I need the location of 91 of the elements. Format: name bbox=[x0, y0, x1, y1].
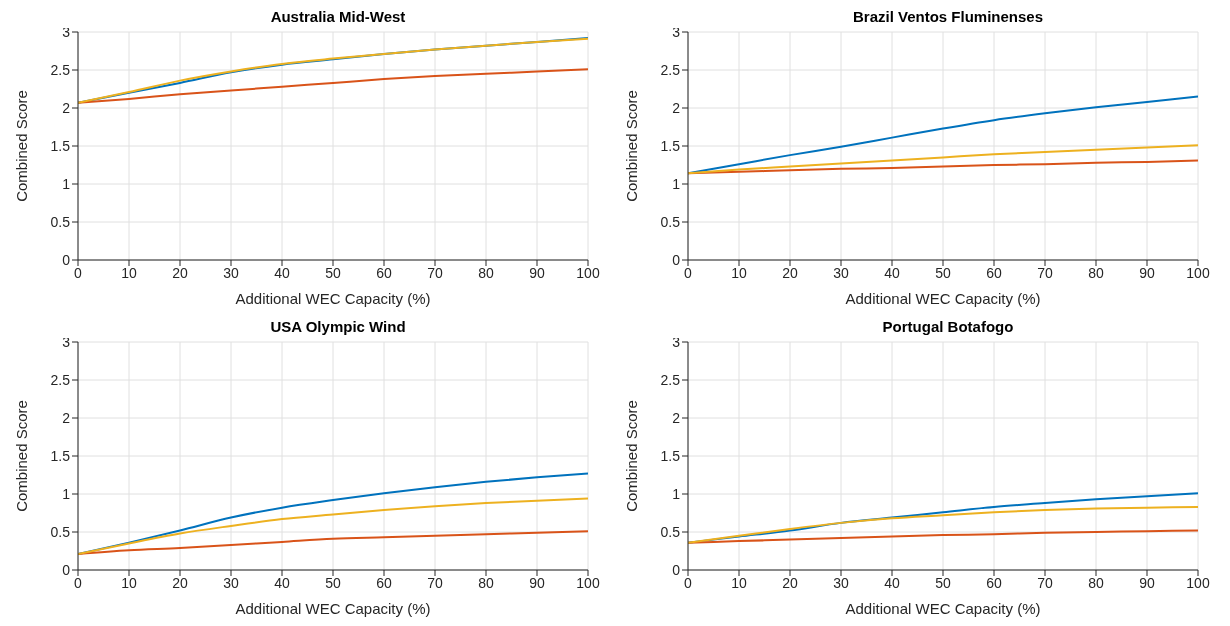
x-tick-label: 100 bbox=[1186, 264, 1210, 281]
y-tick-label: 1.5 bbox=[660, 447, 681, 464]
x-tick-label: 40 bbox=[274, 574, 290, 591]
y-tick-label: 3 bbox=[672, 333, 681, 350]
y-axis-title: Combined Score bbox=[623, 90, 641, 202]
x-tick-label: 0 bbox=[74, 264, 83, 281]
y-tick-label: 1.5 bbox=[50, 137, 71, 154]
y-tick-label: 0.5 bbox=[660, 213, 681, 230]
y-tick-label: 1 bbox=[672, 175, 681, 192]
x-tick-label: 70 bbox=[427, 264, 443, 281]
x-tick-label: 90 bbox=[529, 264, 545, 281]
x-axis-title: Additional WEC Capacity (%) bbox=[235, 290, 431, 307]
y-tick-label: 2.5 bbox=[50, 371, 71, 388]
y-tick-label: 2 bbox=[672, 99, 681, 116]
x-axis-title: Additional WEC Capacity (%) bbox=[845, 290, 1041, 307]
y-axis-title: Combined Score bbox=[13, 90, 31, 202]
x-tick-label: 60 bbox=[376, 264, 392, 281]
y-tick-label: 2.5 bbox=[50, 61, 71, 78]
x-tick-label: 40 bbox=[884, 574, 900, 591]
y-tick-label: 0.5 bbox=[660, 523, 681, 540]
y-tick-label: 3 bbox=[672, 23, 681, 40]
x-tick-label: 40 bbox=[274, 264, 290, 281]
x-tick-label: 80 bbox=[1088, 574, 1104, 591]
x-tick-label: 100 bbox=[1186, 574, 1210, 591]
y-tick-label: 1.5 bbox=[50, 447, 71, 464]
x-tick-label: 10 bbox=[731, 574, 747, 591]
x-tick-label: 50 bbox=[935, 574, 951, 591]
line-series bbox=[688, 505, 1198, 544]
x-tick-label: 0 bbox=[74, 574, 83, 591]
x-tick-label: 50 bbox=[935, 264, 951, 281]
x-tick-label: 90 bbox=[1139, 264, 1155, 281]
x-tick-label: 0 bbox=[684, 264, 693, 281]
y-tick-label: 1 bbox=[672, 485, 681, 502]
x-tick-label: 30 bbox=[223, 574, 239, 591]
x-tick-label: 20 bbox=[782, 264, 798, 281]
y-tick-label: 2 bbox=[62, 409, 71, 426]
x-tick-label: 70 bbox=[427, 574, 443, 591]
chart-title: Australia Mid-West bbox=[270, 8, 406, 25]
line-series bbox=[78, 68, 588, 104]
x-tick-label: 20 bbox=[782, 574, 798, 591]
y-tick-label: 3 bbox=[62, 333, 71, 350]
x-axis-title: Additional WEC Capacity (%) bbox=[235, 600, 431, 617]
line-series bbox=[688, 144, 1198, 175]
y-tick-label: 1 bbox=[62, 175, 71, 192]
y-tick-label: 3 bbox=[62, 23, 71, 40]
x-tick-label: 100 bbox=[576, 264, 600, 281]
y-axis-title: Combined Score bbox=[13, 400, 31, 512]
x-tick-label: 60 bbox=[986, 574, 1002, 591]
x-tick-label: 80 bbox=[478, 574, 494, 591]
x-tick-label: 60 bbox=[376, 574, 392, 591]
x-tick-label: 40 bbox=[884, 264, 900, 281]
x-tick-label: 90 bbox=[529, 574, 545, 591]
x-tick-label: 0 bbox=[684, 574, 693, 591]
y-tick-label: 0 bbox=[62, 251, 71, 268]
x-tick-label: 20 bbox=[172, 574, 188, 591]
y-tick-label: 0 bbox=[672, 251, 681, 268]
line-series bbox=[78, 497, 588, 556]
x-tick-label: 70 bbox=[1037, 264, 1053, 281]
x-tick-label: 30 bbox=[833, 574, 849, 591]
x-tick-label: 10 bbox=[121, 574, 137, 591]
x-tick-label: 100 bbox=[576, 574, 600, 591]
y-tick-label: 2 bbox=[62, 99, 71, 116]
chart-title: Brazil Ventos Fluminenses bbox=[852, 8, 1044, 25]
x-tick-label: 60 bbox=[986, 264, 1002, 281]
y-tick-label: 1 bbox=[62, 485, 71, 502]
y-tick-label: 0 bbox=[672, 561, 681, 578]
x-tick-label: 30 bbox=[833, 264, 849, 281]
line-series bbox=[78, 530, 588, 556]
x-tick-label: 10 bbox=[121, 264, 137, 281]
y-tick-label: 2.5 bbox=[660, 371, 681, 388]
x-tick-label: 10 bbox=[731, 264, 747, 281]
y-tick-label: 0.5 bbox=[50, 523, 71, 540]
y-tick-label: 1.5 bbox=[660, 137, 681, 154]
y-tick-label: 2.5 bbox=[660, 61, 681, 78]
y-axis-title: Combined Score bbox=[623, 400, 641, 512]
x-axis-title: Additional WEC Capacity (%) bbox=[845, 600, 1041, 617]
x-tick-label: 80 bbox=[478, 264, 494, 281]
chart-title: Portugal Botafogo bbox=[882, 318, 1014, 335]
y-tick-label: 0 bbox=[62, 561, 71, 578]
x-tick-label: 80 bbox=[1088, 264, 1104, 281]
line-series bbox=[78, 37, 588, 104]
chart-title: USA Olympic Wind bbox=[270, 318, 406, 335]
x-tick-label: 70 bbox=[1037, 574, 1053, 591]
y-tick-label: 2 bbox=[672, 409, 681, 426]
x-tick-label: 50 bbox=[325, 264, 341, 281]
x-tick-label: 30 bbox=[223, 264, 239, 281]
x-tick-label: 20 bbox=[172, 264, 188, 281]
y-tick-label: 0.5 bbox=[50, 213, 71, 230]
x-tick-label: 90 bbox=[1139, 574, 1155, 591]
x-tick-label: 50 bbox=[325, 574, 341, 591]
line-series bbox=[688, 529, 1198, 544]
